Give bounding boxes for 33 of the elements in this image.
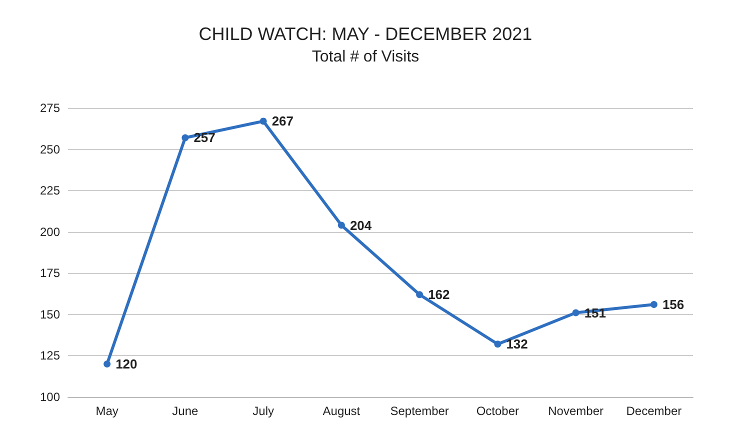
x-tick-label: December [626, 404, 682, 418]
y-tick-label: 175 [40, 266, 60, 280]
x-tick-label: May [96, 404, 118, 418]
data-label: 156 [662, 297, 684, 312]
x-tick-label: July [252, 404, 274, 418]
point [182, 134, 189, 142]
x-tick-label: September [390, 404, 449, 418]
point [650, 301, 658, 308]
chart-subtitle: Total # of Visits [312, 48, 420, 66]
point [494, 340, 502, 348]
y-tick-label: 150 [40, 307, 60, 322]
y-tick-label: 200 [40, 224, 60, 239]
y-tick-label: 125 [40, 348, 60, 363]
data-label: 204 [350, 218, 372, 233]
point [338, 222, 345, 229]
x-tick-label: November [548, 404, 604, 418]
x-tick-label: June [172, 404, 199, 418]
y-tick-label: 225 [40, 184, 60, 198]
data-label: 257 [194, 130, 216, 146]
data-label: 120 [116, 356, 138, 372]
chart-title: CHILD WATCH: MAY - DECEMBER 2021 [198, 24, 532, 44]
x-tick-label: October [476, 404, 520, 418]
data-label: 162 [428, 287, 450, 302]
y-tick-label: 275 [40, 101, 60, 115]
y-tick-label: 250 [40, 142, 60, 156]
x-tick-label: August [322, 404, 361, 418]
data-label: 267 [272, 114, 294, 129]
point [416, 291, 424, 298]
point [260, 118, 267, 125]
y-tick-label: 100 [40, 390, 60, 404]
point [104, 360, 111, 368]
data-label: 132 [506, 336, 528, 352]
point [572, 309, 580, 316]
